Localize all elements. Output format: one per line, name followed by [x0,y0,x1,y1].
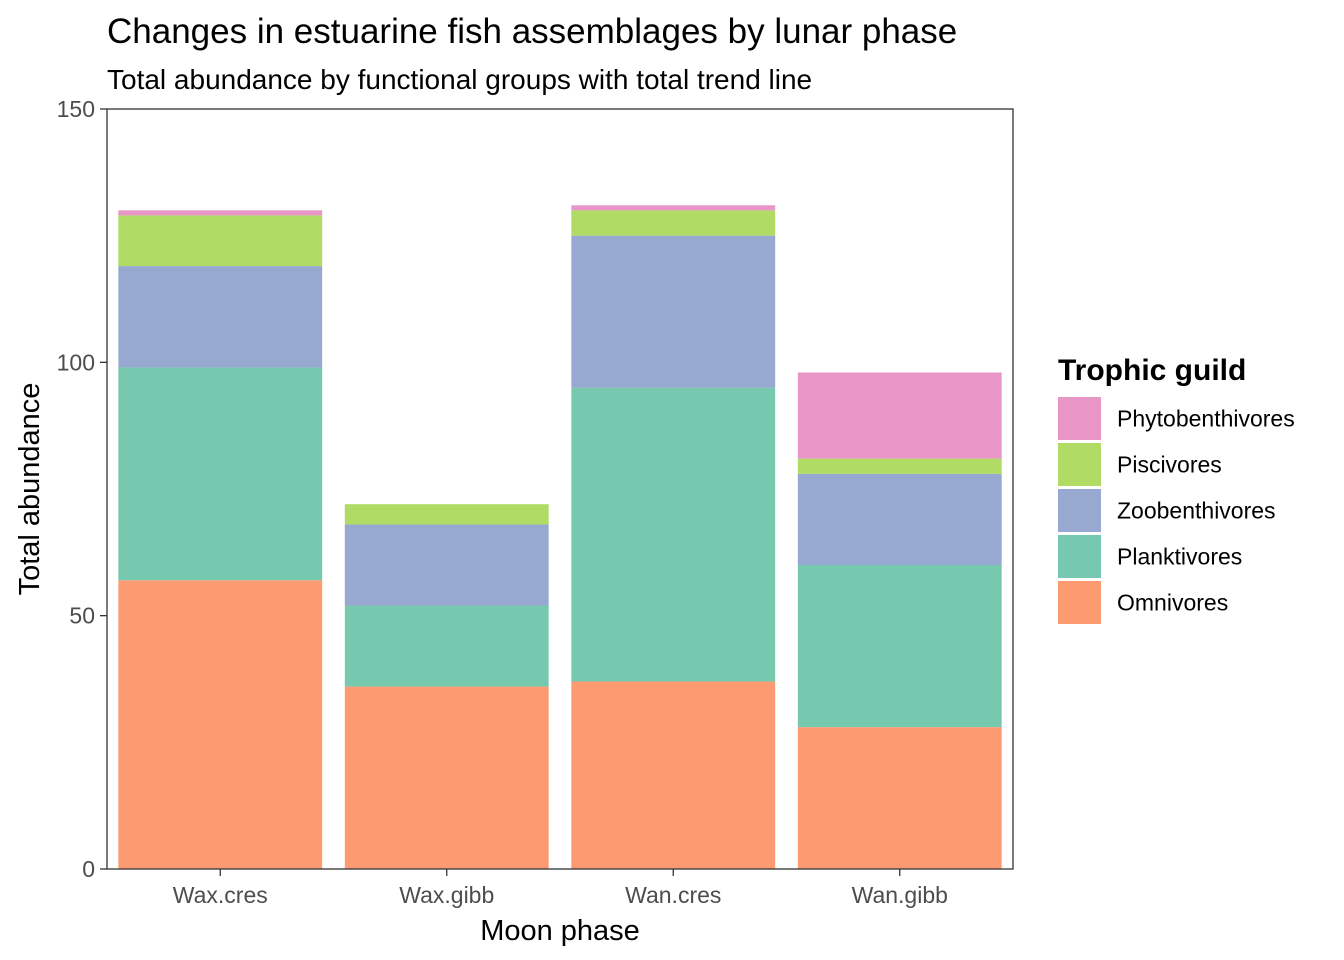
legend: Trophic guild Phytobenthivores Piscivores… [1058,354,1295,624]
bar-segment-zoobenthivores-wax-cres [118,266,323,368]
plot-panel-border [106,108,1014,870]
legend-title: Trophic guild [1058,354,1246,387]
x-axis: Wax.cres Wax.gibb Wan.cres Wan.gibb [173,869,948,908]
y-tick-label: 50 [69,603,95,629]
legend-swatch-zoobenthivores [1058,489,1101,532]
legend-label-planktivores: Planktivores [1117,544,1242,570]
bar-segment-piscivores-wax-cres [118,215,323,267]
y-tick-label: 150 [57,96,95,122]
legend-label-piscivores: Piscivores [1117,452,1222,478]
legend-swatch-piscivores [1058,443,1101,486]
y-tick-label: 0 [82,856,95,882]
legend-label-phytobenthivores: Phytobenthivores [1117,406,1295,432]
legend-label-omnivores: Omnivores [1117,590,1228,616]
y-axis-title: Total abundance [14,383,46,596]
x-axis-title: Moon phase [480,915,640,947]
bar-segment-zoobenthivores-wan-gibb [797,473,1002,565]
bar-segment-omnivores-wax-cres [118,580,323,869]
legend-label-zoobenthivores: Zoobenthivores [1117,498,1276,524]
bar-segment-omnivores-wax-gibb [344,686,549,869]
x-tick-label: Wax.gibb [399,882,494,908]
legend-swatch-planktivores [1058,535,1101,578]
bar-segment-piscivores-wax-gibb [344,504,549,525]
bar-segment-planktivores-wax-cres [118,367,323,581]
bar-segment-omnivores-wan-cres [571,681,776,869]
x-tick-label: Wax.cres [173,882,268,908]
bar-segment-omnivores-wan-gibb [797,727,1002,869]
bar-segment-phytobenthivores-wan-gibb [797,372,1002,459]
x-tick-label: Wan.cres [625,882,721,908]
y-axis: 0 50 100 150 [57,96,107,882]
bar-segment-zoobenthivores-wax-gibb [344,524,549,606]
bar-segment-phytobenthivores-wan-cres [571,205,776,211]
bar-segment-phytobenthivores-wax-cres [118,210,323,216]
y-tick-label: 100 [57,349,95,375]
bar-segment-piscivores-wan-cres [571,210,776,236]
chart-title: Changes in estuarine fish assemblages by… [107,12,957,51]
legend-swatch-phytobenthivores [1058,397,1101,440]
bar-segment-planktivores-wax-gibb [344,605,549,687]
bar-segment-planktivores-wan-cres [571,387,776,682]
bar-segment-planktivores-wan-gibb [797,565,1002,728]
bar-segment-piscivores-wan-gibb [797,458,1002,474]
bar-segment-zoobenthivores-wan-cres [571,235,776,388]
x-tick-label: Wan.gibb [852,882,948,908]
chart-subtitle: Total abundance by functional groups wit… [107,64,812,95]
bars-layer [118,205,1002,869]
legend-swatch-omnivores [1058,581,1101,624]
